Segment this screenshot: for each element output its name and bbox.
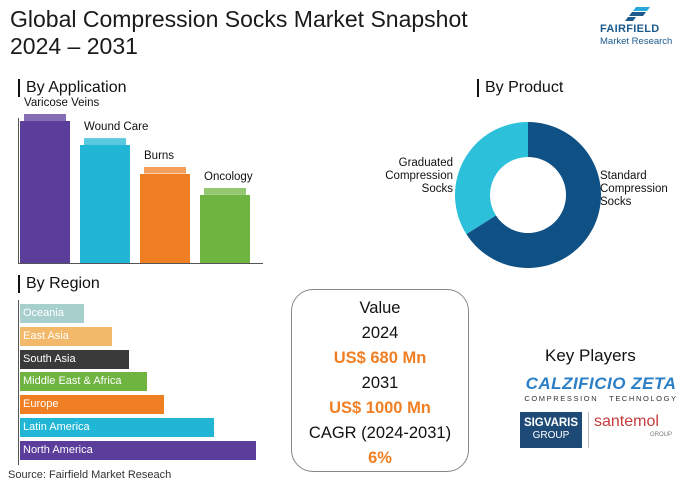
title-line-1: Global Compression Socks Market Snapshot: [10, 6, 468, 32]
logo-mark-icon: [625, 7, 650, 21]
application-bar-label: Oncology: [204, 170, 253, 183]
page-title: Global Compression Socks Market Snapshot…: [10, 6, 468, 60]
application-bar-cap: [204, 187, 246, 195]
application-bar-cap: [24, 114, 66, 121]
product-donut-chart: [455, 122, 601, 268]
region-bar: [20, 418, 214, 437]
logo-divider: [588, 412, 589, 448]
calzificio-logo-sub: COMPRESSION TECHNOLOGY: [524, 394, 678, 403]
cagr-value: 6%: [368, 449, 392, 467]
section-application: By Application: [18, 79, 127, 97]
santemol-logo-sub: GROUP: [649, 432, 672, 438]
application-bar-label: Varicose Veins: [24, 97, 100, 109]
application-bar-cap: [84, 138, 126, 146]
application-bar-label: Wound Care: [84, 121, 149, 134]
title-line-2: 2024 – 2031: [10, 33, 138, 59]
application-bar: [80, 145, 130, 263]
region-bar-label: Europe: [23, 398, 59, 411]
region-bar: [20, 395, 164, 415]
sigvaris-logo: SIGVARIS GROUP: [520, 412, 582, 448]
app-axis-x: [18, 263, 263, 264]
calzificio-logo-text: CALZIFICIO ZETA: [525, 374, 677, 393]
region-axis-y: [18, 300, 19, 465]
fairfield-logo: FAIRFIELD Market Research: [598, 4, 686, 48]
value-box: Value 2024 US$ 680 Mn 2031 US$ 1000 Mn C…: [291, 289, 469, 472]
value-year-2: 2031: [361, 374, 399, 392]
application-bar-label: Burns: [144, 149, 175, 162]
region-bar-label: South Asia: [23, 352, 76, 365]
app-axis-y: [18, 118, 19, 263]
donut-label-graduated: Graduated Compression Socks: [365, 157, 453, 196]
region-bar-label: East Asia: [23, 329, 69, 342]
application-bar: [20, 121, 70, 263]
santemol-logo: santemol GROUP: [594, 412, 680, 448]
source-note: Source: Fairfield Market Reseach: [8, 469, 172, 481]
donut-label-standard-text: Standard Compression Socks: [600, 170, 668, 208]
value-year-1: 2024: [361, 324, 399, 342]
region-bar: [20, 372, 148, 392]
value-amount-1: US$ 680 Mn: [333, 349, 427, 367]
sigvaris-logo-line-2: GROUP: [532, 430, 570, 441]
region-bar-label: Middle East & Africa: [23, 375, 122, 388]
donut-slice: [455, 122, 528, 235]
region-bar: [20, 349, 129, 369]
logo-sub: Market Research: [600, 36, 673, 47]
section-product: By Product: [477, 79, 563, 97]
donut-label-graduated-text: Graduated Compression Socks: [385, 157, 453, 195]
region-bar-label: North America: [23, 443, 93, 456]
value-amount-2: US$ 1000 Mn: [329, 399, 431, 417]
application-bar: [200, 194, 250, 263]
section-region: By Region: [18, 275, 100, 293]
region-bar-label: Latin America: [23, 421, 90, 433]
region-bar: [20, 440, 256, 460]
cagr-label: CAGR (2024-2031): [308, 424, 452, 442]
key-players-title: Key Players: [545, 346, 636, 365]
santemol-logo-text: santemol: [594, 413, 659, 430]
application-bar-cap: [144, 166, 186, 174]
logo-brand: FAIRFIELD: [600, 23, 660, 35]
region-bar-label: Oceania: [23, 307, 64, 319]
application-bar: [140, 173, 190, 263]
calzificio-logo: CALZIFICIO ZETA COMPRESSION TECHNOLOGY: [520, 374, 682, 406]
value-heading: Value: [359, 299, 401, 317]
sigvaris-logo-line-1: SIGVARIS: [523, 417, 579, 429]
region-bar: [20, 326, 113, 346]
donut-label-standard: Standard Compression Socks: [600, 170, 688, 209]
donut-slice: [466, 122, 601, 268]
region-bar: [20, 304, 84, 323]
